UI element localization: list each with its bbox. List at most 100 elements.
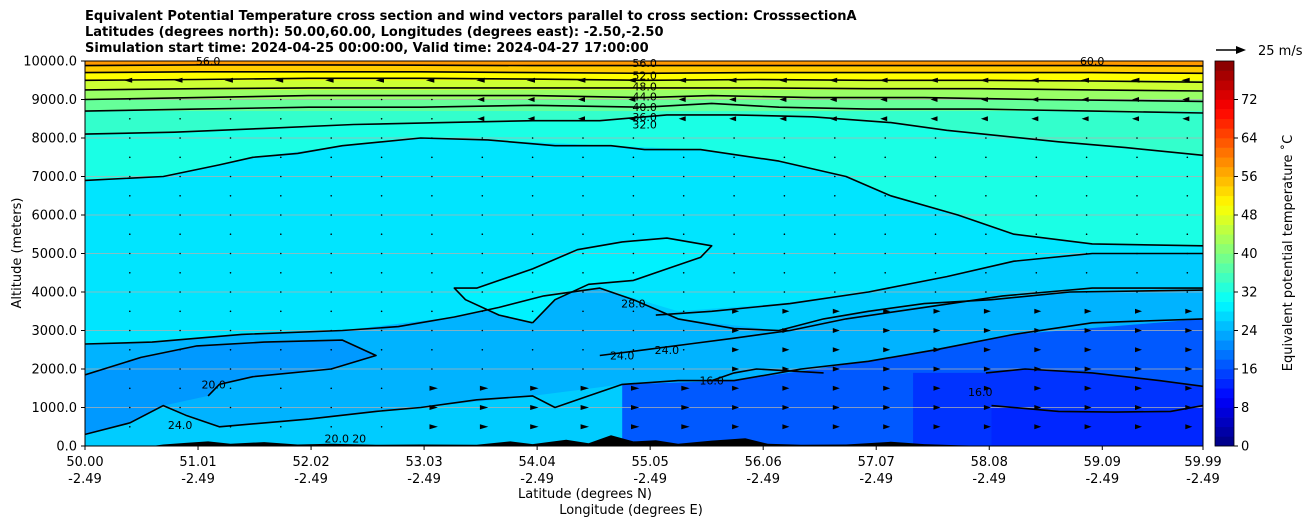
wind-vector-127 [431,175,433,178]
contour-line-32-10 [85,114,1203,157]
wind-vector-27 [179,272,181,274]
colorbar-segment-7 [1215,369,1234,379]
wind-vector-60 [280,368,282,370]
colorbar-segment-16 [1215,282,1234,293]
wind-vector-130 [431,118,433,120]
wind-vector-93 [330,98,333,101]
wind-vector-323 [983,424,991,430]
wind-vector-283 [829,97,837,102]
contour-line-28-7 [85,137,1203,247]
wind-vector-244 [729,116,737,122]
wind-vector-270 [832,347,840,353]
wind-vector-210 [681,405,690,410]
x-tick-label-lat-8: 58.08 [971,455,1008,470]
wind-vector-332 [985,252,987,255]
wind-key-arrow-head [1236,46,1246,54]
wind-vector-83 [330,291,333,293]
wind-vector-168 [527,116,535,122]
contour-label-11: 24.0 [655,344,680,357]
wind-vector-115 [429,405,438,410]
wind-vector-159 [531,291,534,293]
wind-vector-223 [682,156,685,159]
wind-vector-125 [431,214,433,216]
wind-vector-204 [632,156,635,159]
colorbar-segment-21 [1215,234,1234,245]
colorbar-segment-28 [1215,166,1234,177]
wind-vector-158 [531,310,534,313]
colorbar-segment-29 [1215,157,1234,168]
x-tick-label-lat-4: 54.04 [519,455,556,470]
contour-line-36-11 [85,102,1203,114]
terrain [85,435,1203,446]
wind-vector-25 [179,310,181,313]
contour-label-1: 52.0 [632,70,657,83]
wind-vector-49 [229,214,232,216]
wind-vector-105 [380,233,383,235]
wind-vector-278 [834,195,836,197]
contour-line-28-8 [453,237,713,324]
wind-vector-165 [531,175,534,178]
wind-vector-12 [129,195,131,197]
title-line-1: Equivalent Potential Temperature cross s… [85,9,857,24]
wind-vector-187 [578,116,585,122]
wind-vector-329 [983,308,991,314]
wind-vector-147 [481,156,484,159]
wind-vector-237 [733,252,735,255]
wind-vector-370 [1085,252,1088,255]
contour-label-10: 24.0 [610,350,635,363]
wind-vector-222 [682,175,685,178]
wind-vector-87 [330,214,333,216]
wind-vector-346 [1034,347,1042,353]
wind-vector-374 [1085,175,1088,178]
wind-vector-5 [129,329,131,332]
wind-vector-402 [1185,366,1193,372]
colorbar-segment-24 [1215,205,1234,216]
wind-vector-213 [682,349,685,351]
wind-vector-84 [330,272,333,274]
colorbar-segment-13 [1215,311,1234,322]
colorbar-segment-12 [1215,320,1234,331]
wind-vector-41 [229,368,232,370]
wind-vector-29 [179,233,181,235]
y-axis-label: Altitude (meters) [10,198,25,309]
wind-vector-308 [933,347,941,353]
wind-vector-291 [883,308,891,314]
wind-vector-333 [985,233,987,235]
wind-vector-82 [330,310,333,313]
wind-vector-338 [985,137,987,139]
colorbar-tick-label-2: 16 [1241,363,1258,378]
wind-vector-116 [429,385,438,391]
colorbar-segment-2 [1215,417,1234,428]
wind-vector-360 [1030,77,1039,83]
wind-vector-101 [380,310,383,313]
wind-vector-36 [179,98,181,101]
wind-vector-179 [582,272,584,274]
contour-line-52-15 [85,71,1203,75]
colorbar-tick-label-6: 48 [1241,209,1258,224]
wind-vector-326 [983,366,991,372]
wind-vector-152 [530,424,539,430]
x-tick-label-lat-2: 52.02 [292,455,329,470]
wind-vector-208 [627,77,636,83]
wind-vector-412 [1186,175,1189,178]
wind-vector-225 [678,116,686,122]
wind-vector-398 [1131,77,1140,83]
wind-vector-195 [632,329,635,332]
wind-vector-286 [883,405,891,410]
wind-vector-411 [1186,195,1189,197]
wind-vector-143 [481,233,484,235]
wind-vector-238 [733,233,735,235]
contour-label-5: 36.0 [632,111,657,124]
x-tick-label-lon-0: -2.49 [68,472,102,487]
wind-vector-354 [1035,195,1038,197]
wind-vector-14 [129,156,131,159]
wind-vector-136 [481,368,484,370]
wind-vector-119 [431,329,433,332]
wind-vector-233 [732,328,740,333]
wind-vector-358 [1031,116,1039,122]
wind-vector-203 [632,175,635,178]
wind-vector-403 [1185,347,1193,353]
colorbar-segment-39 [1215,61,1234,71]
x-tick-label-lat-0: 50.00 [66,455,103,470]
wind-vector-141 [481,272,484,274]
